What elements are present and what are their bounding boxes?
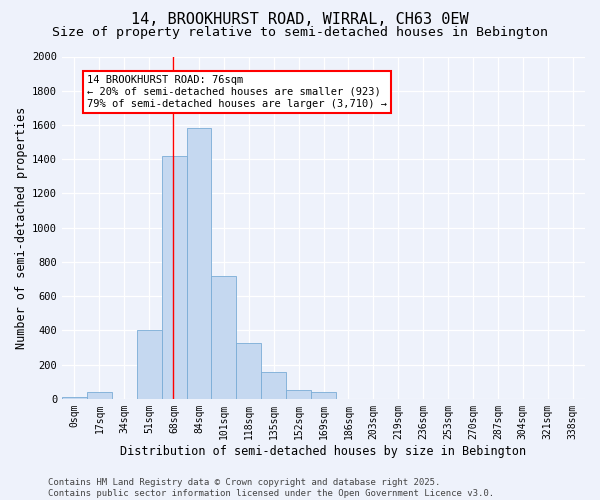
Bar (161, 156, 187, 399)
X-axis label: Distribution of semi-detached houses by size in Bebington: Distribution of semi-detached houses by … (121, 444, 527, 458)
Bar (187, 128, 211, 399)
Text: 14 BROOKHURST ROAD: 76sqm
← 20% of semi-detached houses are smaller (923)
79% of: 14 BROOKHURST ROAD: 76sqm ← 20% of semi-… (87, 76, 387, 108)
Bar (261, 372, 286, 399)
Bar (236, 343, 261, 399)
Bar (286, 390, 311, 399)
Y-axis label: Number of semi-detached properties: Number of semi-detached properties (15, 106, 28, 349)
Bar (62, 398, 87, 399)
Bar (137, 330, 161, 399)
Text: Size of property relative to semi-detached houses in Bebington: Size of property relative to semi-detach… (52, 26, 548, 39)
Bar (211, 276, 236, 399)
Bar (311, 392, 336, 399)
Text: Contains HM Land Registry data © Crown copyright and database right 2025.
Contai: Contains HM Land Registry data © Crown c… (48, 478, 494, 498)
Text: 14, BROOKHURST ROAD, WIRRAL, CH63 0EW: 14, BROOKHURST ROAD, WIRRAL, CH63 0EW (131, 12, 469, 28)
Bar (87, 392, 112, 399)
